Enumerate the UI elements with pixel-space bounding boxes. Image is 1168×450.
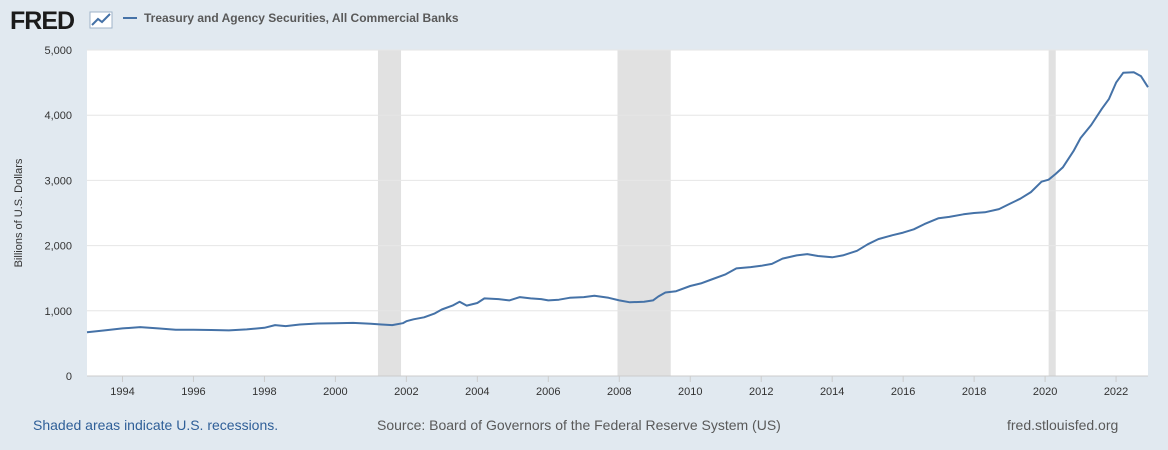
x-tick-label: 2012 [749,386,773,398]
x-tick-label: 2016 [891,386,915,398]
recession-note-link[interactable]: Shaded areas indicate U.S. recessions. [33,417,279,433]
chart-line-icon [89,11,113,29]
source-text: Source: Board of Governors of the Federa… [377,417,781,433]
x-tick-label: 2006 [536,386,560,398]
recession-band-0 [377,50,402,376]
y-tick-label: 0 [66,371,72,383]
series-title: Treasury and Agency Securities, All Comm… [144,11,459,25]
recession-bands [377,50,1056,376]
x-tick-label: 2018 [962,386,986,398]
y-axis-ticks: 0 1,000 2,000 3,000 4,000 5,000 [44,45,72,383]
recession-band-1 [617,50,671,376]
y-tick-label: 2,000 [44,241,72,253]
x-tick-label: 2010 [678,386,702,398]
x-tick-label: 2022 [1104,386,1128,398]
y-tick-label: 4,000 [44,110,72,122]
series-legend: Treasury and Agency Securities, All Comm… [123,11,459,25]
site-link[interactable]: fred.stlouisfed.org [1007,417,1119,433]
x-tick-label: 2002 [394,386,418,398]
x-tick-label: 2008 [607,386,631,398]
x-tick-label: 1998 [252,386,276,398]
x-tick-label: 1996 [181,386,205,398]
x-tick-label: 2004 [465,386,489,398]
logo-text: FRED [10,7,74,34]
x-tick-label: 2014 [820,386,844,398]
y-tick-label: 3,000 [44,175,72,187]
x-axis-ticks: 1994 1996 1998 2000 2002 2004 2006 2008 2010 2012… [87,375,1148,398]
legend-swatch [123,17,137,19]
series-line-0 [86,71,1149,334]
x-tick-label: 1994 [110,386,134,398]
series-lines [86,71,1149,334]
x-tick-label: 2020 [1033,386,1057,398]
y-tick-label: 5,000 [44,45,72,57]
recession-band-2 [1048,50,1056,376]
y-axis-label: Billions of U.S. Dollars [13,158,25,267]
y-tick-label: 1,000 [44,306,72,318]
fred-logo[interactable]: FRED [10,6,116,35]
x-tick-label: 2000 [323,386,347,398]
